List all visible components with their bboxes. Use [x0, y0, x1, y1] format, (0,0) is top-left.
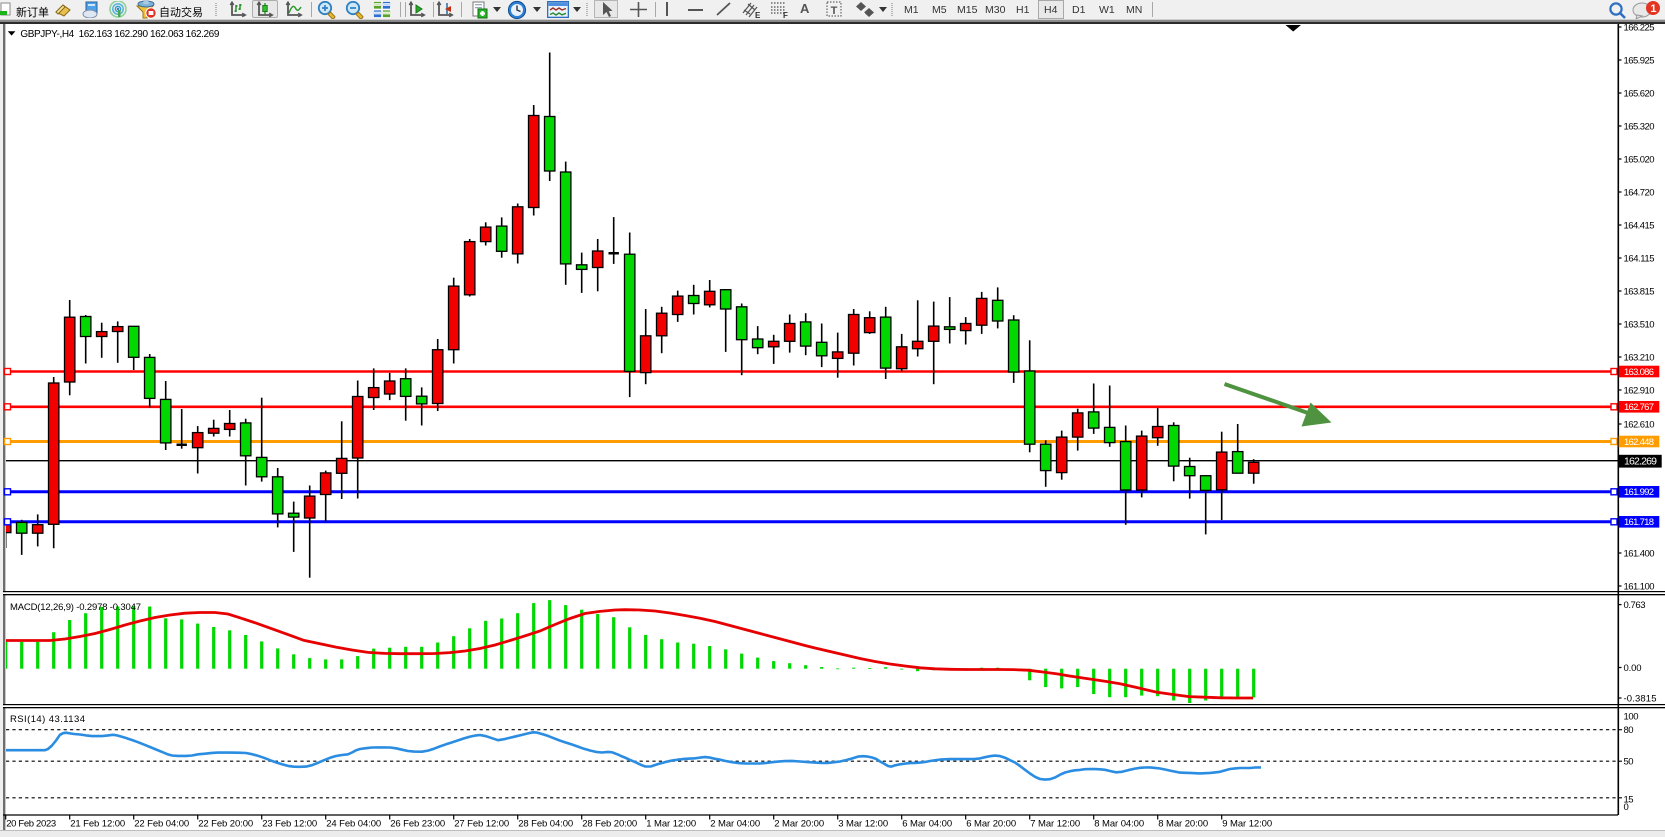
svg-text:F: F [783, 11, 788, 19]
svg-text:161.992: 161.992 [1624, 487, 1654, 498]
svg-text:166.225: 166.225 [1624, 22, 1655, 33]
svg-text:21 Feb 12:00: 21 Feb 12:00 [70, 819, 125, 830]
svg-text:2 Mar 04:00: 2 Mar 04:00 [710, 819, 760, 830]
svg-text:163.210: 163.210 [1624, 352, 1655, 363]
svg-text:162.610: 162.610 [1624, 419, 1655, 430]
svg-text:3 Mar 12:00: 3 Mar 12:00 [838, 819, 888, 830]
svg-text:GBPJPY-,H4 162.163 162.290 16: GBPJPY-,H4 162.163 162.290 162.063 162.2… [20, 29, 219, 40]
svg-text:162.767: 162.767 [1624, 402, 1654, 413]
svg-text:163.086: 163.086 [1624, 367, 1654, 378]
svg-text:8 Mar 20:00: 8 Mar 20:00 [1158, 819, 1208, 830]
svg-text:0.763: 0.763 [1624, 600, 1646, 611]
svg-text:9 Mar 12:00: 9 Mar 12:00 [1222, 819, 1272, 830]
svg-text:165.020: 165.020 [1624, 154, 1655, 165]
svg-text:-0.3815: -0.3815 [1624, 693, 1657, 704]
svg-text:24 Feb 04:00: 24 Feb 04:00 [326, 819, 381, 830]
svg-text:165.925: 165.925 [1624, 55, 1655, 66]
svg-text:22 Feb 04:00: 22 Feb 04:00 [134, 819, 189, 830]
svg-text:8 Mar 04:00: 8 Mar 04:00 [1094, 819, 1144, 830]
svg-text:22 Feb 20:00: 22 Feb 20:00 [198, 819, 253, 830]
svg-text:0: 0 [1624, 802, 1629, 813]
svg-text:50: 50 [1624, 757, 1634, 768]
svg-text:2 Mar 20:00: 2 Mar 20:00 [774, 819, 824, 830]
svg-text:165.320: 165.320 [1624, 121, 1655, 132]
svg-text:162.448: 162.448 [1624, 437, 1654, 448]
svg-text:27 Feb 12:00: 27 Feb 12:00 [454, 819, 509, 830]
svg-text:165.620: 165.620 [1624, 88, 1655, 99]
svg-text:MACD(12,26,9) -0.2978 -0.3047: MACD(12,26,9) -0.2978 -0.3047 [10, 602, 141, 613]
svg-text:161.100: 161.100 [1624, 581, 1655, 592]
svg-text:6 Mar 20:00: 6 Mar 20:00 [966, 819, 1016, 830]
svg-text:23 Feb 12:00: 23 Feb 12:00 [262, 819, 317, 830]
svg-text:E: E [755, 11, 761, 19]
svg-text:164.720: 164.720 [1624, 187, 1655, 198]
svg-text:T: T [831, 5, 838, 17]
svg-text:RSI(14) 43.1134: RSI(14) 43.1134 [10, 714, 85, 725]
svg-text:164.415: 164.415 [1624, 220, 1655, 231]
svg-text:161.718: 161.718 [1624, 517, 1654, 528]
svg-text:162.910: 162.910 [1624, 385, 1655, 396]
svg-text:6 Mar 04:00: 6 Mar 04:00 [902, 819, 952, 830]
svg-text:0.00: 0.00 [1624, 663, 1642, 674]
svg-text:15: 15 [1624, 794, 1634, 805]
svg-text:28 Feb 20:00: 28 Feb 20:00 [582, 819, 637, 830]
svg-text:163.510: 163.510 [1624, 319, 1655, 330]
svg-text:162.269: 162.269 [1624, 456, 1657, 468]
svg-text:100: 100 [1624, 711, 1639, 722]
svg-text:80: 80 [1624, 725, 1634, 736]
svg-text:1 Mar 12:00: 1 Mar 12:00 [646, 819, 696, 830]
svg-text:7 Mar 12:00: 7 Mar 12:00 [1030, 819, 1080, 830]
svg-text:161.400: 161.400 [1624, 548, 1655, 559]
svg-text:28 Feb 04:00: 28 Feb 04:00 [518, 819, 573, 830]
svg-text:1: 1 [1650, 3, 1656, 15]
svg-text:164.115: 164.115 [1624, 253, 1655, 264]
svg-text:26 Feb 23:00: 26 Feb 23:00 [390, 819, 445, 830]
svg-text:20 Feb 2023: 20 Feb 2023 [6, 819, 56, 830]
svg-text:163.815: 163.815 [1624, 286, 1655, 297]
